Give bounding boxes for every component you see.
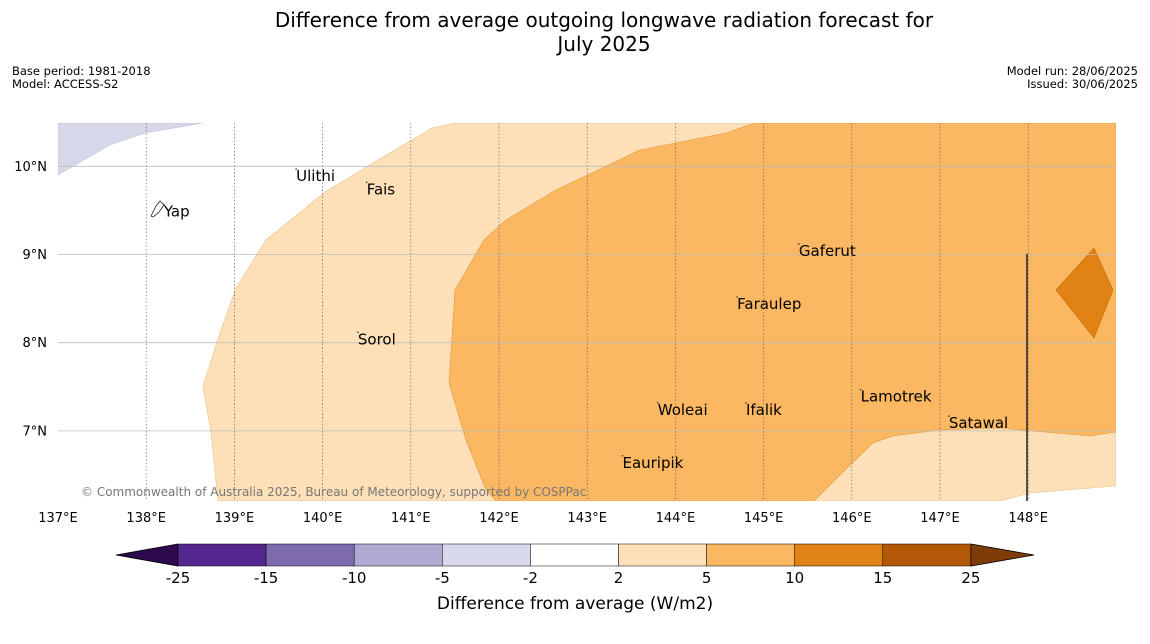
colorbar-tick-label: -15	[254, 569, 279, 587]
lon-tick-label: 140°E	[303, 511, 343, 526]
place-label-sorol: Sorol	[358, 330, 396, 348]
latitude-tick-labels: 10°N 9°N 8°N 7°N	[14, 160, 47, 440]
place-label-lamotrek: Lamotrek	[861, 388, 932, 406]
lon-tick-label: 142°E	[479, 511, 519, 526]
colorbar-tick-label: 5	[702, 569, 712, 587]
island-marker	[365, 181, 368, 184]
colorbar-bin	[706, 543, 795, 567]
meta-right: Model run: 28/06/2025 Issued: 30/06/2025	[1007, 65, 1138, 91]
lon-tick-label: 147°E	[920, 511, 960, 526]
issued-date: Issued: 30/06/2025	[1027, 77, 1138, 91]
colorbar-under-arrow	[115, 543, 179, 567]
colorbar-tick-label: 15	[873, 569, 892, 587]
colorbar-tick-label: -2	[523, 569, 538, 587]
island-marker	[948, 415, 950, 417]
gridlines	[58, 123, 1116, 501]
olr-band-10-to-15	[1055, 247, 1114, 339]
lon-tick-label: 143°E	[567, 511, 607, 526]
colorbar-bin	[882, 543, 972, 567]
colorbar-tick-labels: -25 -15 -10 -5 -2 2 5 10 15 25	[166, 569, 981, 587]
lon-tick-label: 137°E	[38, 511, 78, 526]
place-label-faraulep: Faraulep	[737, 295, 801, 313]
lon-tick-label: 146°E	[832, 511, 872, 526]
lon-tick-label: 144°E	[656, 511, 696, 526]
island-marker	[656, 402, 659, 404]
base-period: Base period: 1981-2018	[12, 64, 151, 78]
colorbar-over-arrow	[970, 543, 1035, 567]
colorbar-label: Difference from average (W/m2)	[436, 594, 714, 614]
olr-band-neg5-to-neg2	[58, 123, 204, 176]
model-name: Model: ACCESS-S2	[12, 77, 119, 91]
lon-tick-label: 138°E	[126, 511, 166, 526]
colorbar-tick-label: 25	[961, 569, 980, 587]
colorbar-bin	[794, 543, 884, 567]
place-label-woleai: Woleai	[658, 401, 708, 419]
colorbar-tick-label: 10	[785, 569, 804, 587]
lon-tick-label: 145°E	[744, 511, 784, 526]
model-run: Model run: 28/06/2025	[1006, 64, 1138, 78]
colorbar-bin	[618, 543, 707, 567]
map-title-line2: July 2025	[557, 32, 651, 56]
colorbar	[115, 543, 1035, 567]
colorbar-bin	[442, 543, 531, 567]
place-label-yap: Yap	[163, 202, 190, 220]
lon-tick-label: 139°E	[215, 511, 255, 526]
lon-tick-label: 148°E	[1008, 511, 1048, 526]
island-marker	[798, 243, 800, 245]
copyright-notice: © Commonwealth of Australia 2025, Bureau…	[81, 485, 587, 499]
place-label-ulithi: Ulithi	[296, 167, 335, 185]
map-title-line1: Difference from average outgoing longwav…	[274, 8, 934, 32]
colorbar-bin	[530, 543, 619, 567]
meta-left: Base period: 1981-2018 Model: ACCESS-S2	[12, 65, 151, 91]
island-marker	[736, 296, 738, 298]
island-marker	[295, 168, 297, 170]
lat-tick-label: 8°N	[23, 336, 48, 351]
place-label-gaferut: Gaferut	[799, 242, 856, 260]
island-marker	[859, 388, 862, 391]
colorbar-tick-label: -10	[342, 569, 367, 587]
colorbar-bin	[353, 543, 443, 567]
place-label-eauripik: Eauripik	[622, 454, 683, 472]
lat-tick-label: 10°N	[14, 160, 47, 175]
colorbar-tick-label: -25	[166, 569, 191, 587]
map-title: Difference from average outgoing longwav…	[0, 8, 1150, 56]
place-label-satawal: Satawal	[949, 414, 1008, 432]
colorbar-bin	[265, 543, 355, 567]
island-marker	[357, 331, 359, 334]
place-labels: Yap Ulithi Fais Gaferut Faraulep Sorol Lamotre…	[163, 167, 1008, 472]
colorbar-tick-label: -5	[435, 569, 450, 587]
colorbar-bin	[177, 543, 267, 567]
longitude-tick-labels: 137°E 138°E 139°E 140°E 141°E 142°E 143°E 144°E…	[38, 511, 1048, 526]
yap-island-shape	[150, 200, 165, 218]
lat-tick-label: 9°N	[23, 248, 48, 263]
place-label-ifalik: Ifalik	[746, 401, 782, 419]
colorbar-tick-label: 2	[614, 569, 624, 587]
olr-band-5-to-10	[448, 123, 1116, 501]
lat-tick-label: 7°N	[23, 424, 48, 439]
place-label-fais: Fais	[367, 180, 396, 198]
lon-tick-label: 141°E	[391, 511, 431, 526]
island-marker	[745, 402, 747, 404]
island-marker	[621, 454, 624, 457]
